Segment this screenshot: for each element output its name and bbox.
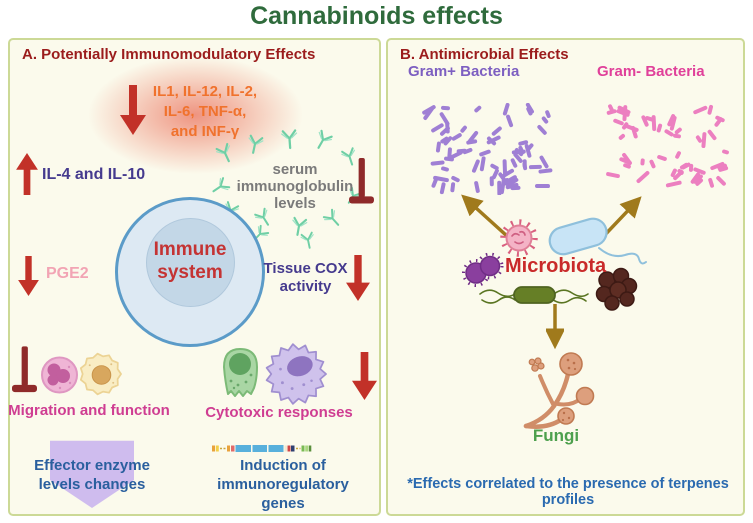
arrow-to-fungi: [546, 304, 564, 350]
decrease-arrow-icon: [352, 352, 377, 400]
gram-positive-bacteria-image: [415, 103, 560, 195]
inhibition-bar-icon: [349, 158, 374, 204]
arrow-to-gram-positive: [461, 194, 509, 238]
panel-b-header: B. Antimicrobial Effects: [400, 46, 569, 63]
pge2-label: PGE2: [46, 265, 89, 282]
nk-green-cell-icon: [223, 348, 258, 397]
curved-bacterium-icon: [548, 217, 647, 265]
cytokines-decrease-label: IL1, IL-12, IL-2, IL-6, TNF-α, and INF-γ: [152, 83, 258, 140]
microbiota-label: Microbiota: [505, 255, 607, 277]
decrease-arrow-icon: [18, 256, 39, 296]
tissue-cox-label: Tissue COX activity: [263, 260, 348, 295]
rod-bacterium-icon: [479, 286, 589, 304]
panel-antimicrobial: [386, 38, 745, 516]
increase-arrow-icon: [16, 153, 38, 195]
virus-icon: [500, 219, 538, 257]
terpenes-footnote: *Effects correlated to the presence of t…: [407, 476, 729, 508]
fungi-label: Fungi: [532, 426, 580, 445]
serum-immunoglobulin-label: serum immunoglobulin levels: [236, 161, 354, 212]
diplococci-icon: [462, 252, 504, 287]
decrease-arrow-icon: [346, 255, 370, 301]
immune-system-inner-circle: [146, 218, 235, 307]
immune-system-label: Immune system: [153, 239, 227, 283]
inhibition-bar-icon: [12, 346, 37, 393]
macrophage-cell-icon: [79, 352, 122, 396]
neutrophil-cell-icon: [41, 356, 78, 394]
nk-purple-cell-icon: [265, 343, 327, 405]
gram-negative-label: Gram- Bacteria: [597, 63, 705, 80]
cocci-cluster-icon: [595, 267, 638, 311]
induction-genes-label: Induction of immunoregulatory genes: [217, 457, 349, 512]
antibody-icon: [279, 126, 300, 150]
gram-positive-label: Gram+ Bacteria: [408, 63, 520, 80]
il4-il10-label: IL-4 and IL-10: [42, 166, 146, 183]
gram-negative-bacteria-image: [598, 103, 740, 191]
migration-function-label: Migration and function: [8, 402, 170, 419]
cytotoxic-responses-label: Cytotoxic responses: [205, 404, 353, 421]
panel-a-header: A. Potentially Immunomodulatory Effects: [22, 46, 316, 63]
page-title: Cannabinoids effects: [250, 2, 503, 30]
gene-construct-icon: [212, 445, 312, 452]
effector-enzyme-label: Effector enzyme levels changes: [34, 457, 150, 493]
fungal-hyphae-icon: [523, 352, 595, 429]
